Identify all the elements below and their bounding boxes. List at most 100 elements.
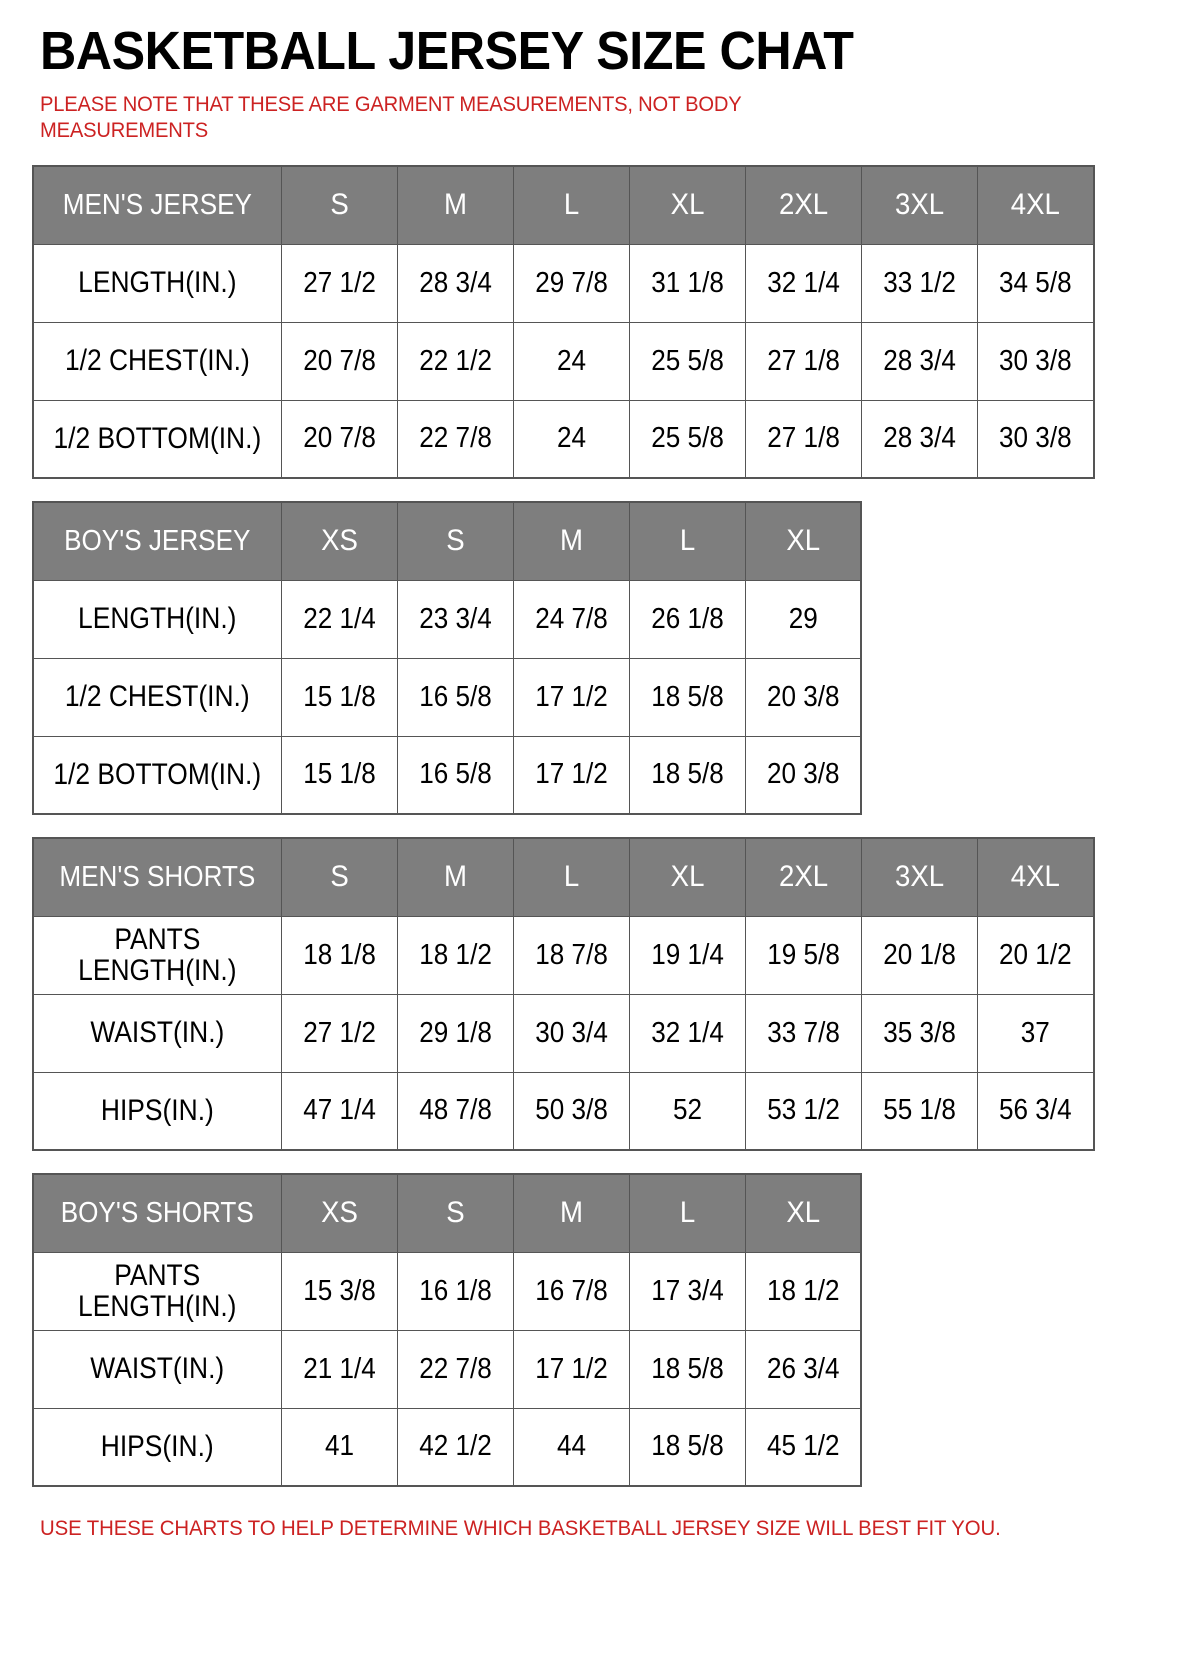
measurement-value: 47 1/4	[302, 1094, 376, 1127]
table-row: HIPS(IN.) 47 1/4 48 7/8 50 3/8 52 53 1/2 55 1/…	[32, 1071, 1095, 1151]
size-column-header-label: L	[679, 1196, 695, 1230]
measurement-label-text: WAIST(IN.)	[90, 1352, 225, 1386]
measurement-label: 1/2 CHEST(IN.)	[32, 321, 282, 401]
measurement-cell: 27 1/8	[745, 399, 863, 479]
size-table-boys-jersey: BOY'S JERSEY XS S M L XL LENGTH(IN.) 22 1/4 23 3…	[32, 501, 862, 816]
measurement-cell: 32 1/4	[629, 993, 747, 1073]
measurement-value: 25 5/8	[651, 422, 724, 455]
measurement-value: 33 1/2	[883, 266, 957, 299]
measurement-value: 27 1/2	[302, 266, 376, 299]
table-row: WAIST(IN.) 27 1/2 29 1/8 30 3/4 32 1/4 33 7/8…	[32, 993, 1095, 1073]
measurement-value: 42 1/2	[418, 1430, 492, 1463]
measurement-value: 22 1/4	[302, 602, 376, 635]
measurement-cell: 32 1/4	[745, 243, 863, 323]
measurement-value: 18 5/8	[650, 1352, 724, 1385]
measurement-cell: 41	[280, 1407, 398, 1487]
size-column-header-label: S	[330, 188, 349, 222]
footer-note: USE THESE CHARTS TO HELP DETERMINE WHICH…	[40, 1517, 1001, 1541]
measurement-cell: 20 1/2	[977, 915, 1095, 995]
measurement-cell: 29 1/8	[396, 993, 514, 1073]
size-column-header-4xl: 4XL	[977, 837, 1095, 917]
size-column-header-4xl: 4XL	[977, 165, 1095, 245]
measurement-cell: 18 7/8	[512, 915, 631, 995]
size-table-mens-jersey: MEN'S JERSEY S M L XL 2XL 3XL 4XL LENGTH(IN.) 27 …	[32, 165, 1095, 480]
size-column-header-l: L	[628, 1173, 746, 1253]
measurement-cell: 20 7/8	[280, 399, 398, 479]
measurement-disclaimer: PLEASE NOTE THAT THESE ARE GARMENT MEASU…	[40, 93, 742, 142]
measurement-label-text: 1/2 BOTTOM(IN.)	[53, 421, 262, 455]
measurement-value: 18 1/2	[766, 1274, 840, 1307]
measurement-cell: 30 3/8	[977, 321, 1095, 401]
measurement-value: 24	[556, 344, 587, 377]
measurement-cell: 17 1/2	[512, 657, 630, 737]
measurement-cell: 50 3/8	[512, 1071, 631, 1151]
measurement-value: 45 1/2	[766, 1430, 840, 1463]
table-row: HIPS(IN.) 41 42 1/2 44 18 5/8 45 1/2	[32, 1407, 862, 1487]
measurement-value: 15 1/8	[302, 680, 376, 713]
measurement-cell: 20 3/8	[744, 735, 862, 815]
measurement-cell: 27 1/8	[745, 321, 863, 401]
measurement-cell: 52	[629, 1071, 747, 1151]
measurement-cell: 18 1/2	[744, 1251, 862, 1331]
size-column-header-m: M	[396, 837, 514, 917]
measurement-value: 22 7/8	[419, 422, 492, 455]
measurement-cell: 18 1/2	[396, 915, 514, 995]
table-category-header: MEN'S JERSEY	[32, 165, 282, 245]
measurement-value: 28 3/4	[883, 344, 957, 377]
size-column-header-label: M	[443, 860, 467, 894]
measurement-value: 20 1/2	[999, 938, 1072, 971]
measurement-value: 18 5/8	[650, 758, 724, 791]
measurement-value: 33 7/8	[767, 1016, 840, 1049]
measurement-cell: 22 1/2	[396, 321, 514, 401]
measurement-label: LENGTH(IN.)	[32, 243, 282, 323]
measurement-cell: 20 7/8	[280, 321, 398, 401]
measurement-value: 18 1/8	[302, 938, 376, 971]
measurement-value: 21 1/4	[302, 1352, 376, 1385]
size-column-header-label: M	[559, 1196, 583, 1230]
size-column-header-label: L	[563, 188, 580, 222]
measurement-value: 25 5/8	[651, 344, 724, 377]
size-column-header-s: S	[280, 837, 398, 917]
measurement-value: 52	[673, 1094, 703, 1127]
size-column-header-s: S	[396, 501, 514, 581]
measurement-cell: 20 3/8	[744, 657, 862, 737]
size-chart-page: BASKETBALL JERSEY SIZE CHAT PLEASE NOTE …	[32, 24, 1095, 1541]
measurement-value: 56 3/4	[999, 1094, 1072, 1127]
size-table-mens-shorts: MEN'S SHORTS S M L XL 2XL 3XL 4XL PANTS LENGTH(I…	[32, 837, 1095, 1152]
measurement-cell: 17 3/4	[628, 1251, 746, 1331]
measurement-value: 15 3/8	[302, 1274, 376, 1307]
measurement-value: 20 3/8	[766, 758, 840, 791]
measurement-value: 20 7/8	[302, 422, 376, 455]
size-column-header-m: M	[396, 165, 514, 245]
measurement-value: 17 1/2	[534, 758, 608, 791]
measurement-value: 23 3/4	[418, 602, 492, 635]
size-column-header-l: L	[628, 501, 746, 581]
size-column-header-label: S	[330, 860, 349, 894]
measurement-label: WAIST(IN.)	[32, 1329, 282, 1409]
size-column-header-m: M	[512, 501, 630, 581]
measurement-value: 22 7/8	[418, 1352, 492, 1385]
measurement-cell: 53 1/2	[745, 1071, 863, 1151]
measurement-value: 27 1/2	[302, 1016, 376, 1049]
table-category-header-label: BOY'S SHORTS	[60, 1196, 254, 1229]
measurement-value: 29 1/8	[419, 1016, 492, 1049]
measurement-cell: 17 1/2	[512, 735, 630, 815]
measurement-cell: 22 1/4	[280, 579, 398, 659]
size-column-header-label: L	[563, 860, 580, 894]
measurement-label-text: HIPS(IN.)	[100, 1093, 214, 1127]
table-header-row: MEN'S SHORTS S M L XL 2XL 3XL 4XL	[32, 837, 1095, 917]
measurement-cell: 56 3/4	[977, 1071, 1095, 1151]
measurement-value: 30 3/4	[535, 1016, 608, 1049]
measurement-value: 16 5/8	[418, 680, 492, 713]
table-row: 1/2 CHEST(IN.) 20 7/8 22 1/2 24 25 5/8 27 1/8…	[32, 321, 1095, 401]
measurement-cell: 33 7/8	[745, 993, 863, 1073]
measurement-cell: 25 5/8	[629, 399, 747, 479]
measurement-cell: 22 7/8	[396, 399, 514, 479]
measurement-value: 34 5/8	[999, 266, 1072, 299]
measurement-cell: 18 1/8	[280, 915, 398, 995]
size-column-header-xl: XL	[744, 1173, 862, 1253]
measurement-cell: 26 3/4	[744, 1329, 862, 1409]
measurement-label-text: LENGTH(IN.)	[78, 602, 237, 636]
measurement-cell: 15 1/8	[280, 735, 398, 815]
size-column-header-l: L	[512, 837, 631, 917]
